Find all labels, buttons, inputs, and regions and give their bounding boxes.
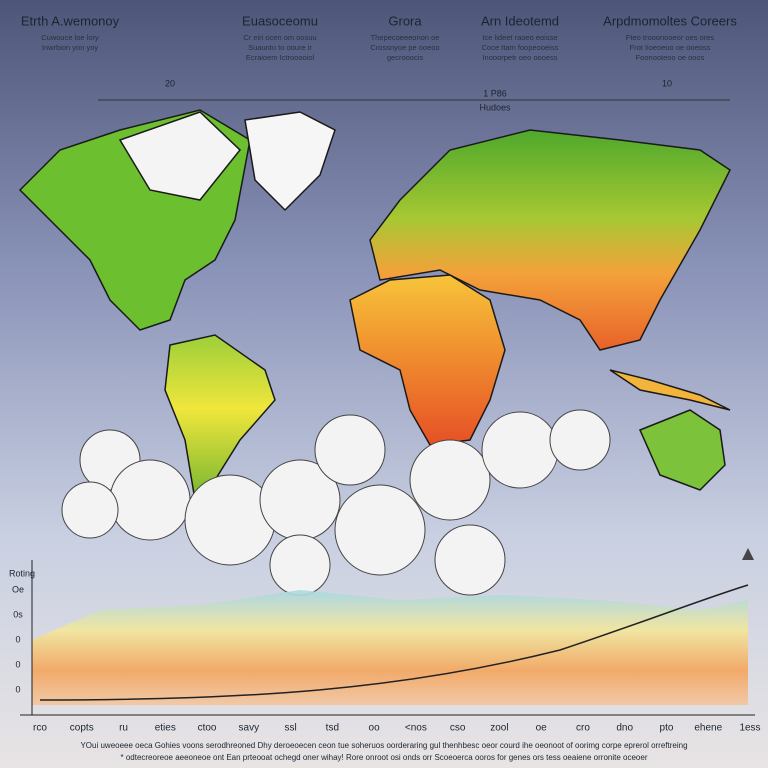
header-title: Etrth A.wemonoy — [21, 13, 120, 28]
x-label: cso — [450, 723, 466, 734]
marker-label: 20 — [165, 78, 175, 88]
header-title: Arn Ideotemd — [481, 13, 559, 28]
x-label: zool — [490, 723, 508, 734]
y-label: 0s — [13, 609, 23, 619]
header-title: Arpdmomoltes Coreers — [603, 13, 737, 28]
y-label: 0 — [15, 634, 20, 644]
map — [18, 109, 731, 523]
header-line: Suaunto to ooure ir — [248, 43, 312, 52]
header-line: Inwrbion yon yoy — [42, 43, 99, 52]
marker-label: Hudoes — [479, 102, 511, 112]
arctic-ice — [118, 111, 242, 201]
eurasia — [369, 129, 731, 351]
header-line: gecrooocis — [387, 53, 424, 62]
x-label: oo — [369, 723, 381, 734]
header-line: Cr eiri ocen om oosuu — [243, 33, 316, 42]
x-label: eties — [155, 723, 176, 734]
y-label: 0 — [15, 659, 20, 669]
header-line: Inooorpetr oeo oooess — [482, 53, 557, 62]
header-line: Ecraioem Ictrooooiol — [246, 53, 315, 62]
header-title: Euasoceomu — [242, 13, 318, 28]
x-label: oe — [536, 723, 548, 734]
x-label: ssl — [284, 723, 296, 734]
arrow — [742, 548, 754, 560]
x-label: pto — [660, 723, 674, 734]
y-title: Roting — [9, 568, 35, 578]
y-label: 0 — [15, 684, 20, 694]
x-label: tsd — [326, 723, 339, 734]
x-label: <nos — [405, 723, 427, 734]
islands — [609, 369, 731, 411]
marker-label: 10 — [662, 78, 672, 88]
australia — [638, 409, 726, 491]
x-label: copts — [70, 723, 94, 734]
x-label: ctoo — [198, 723, 217, 734]
header-title: Grora — [388, 13, 422, 28]
header-line: Crossnyoe pe ooeoo — [370, 43, 439, 52]
x-label: ru — [119, 723, 128, 734]
header-line: Coce ttam foopeooeiss — [482, 43, 559, 52]
x-label: cro — [576, 723, 590, 734]
header-line: Foonooteoo oe ooos — [636, 53, 705, 62]
caption: YOui uweoeee oeca Gohies voons serodhreo… — [80, 741, 687, 750]
x-label: dno — [616, 723, 633, 734]
x-label: rco — [33, 723, 47, 734]
africa — [349, 274, 506, 446]
bottom-chart — [20, 548, 755, 716]
header-line: Cuwouce loe lory — [41, 33, 99, 42]
caption: * odtecreoreoe aeeoneoe ont Ean prteooat… — [120, 753, 647, 762]
header-line: Frot Iioeoeoo oe ooeoss — [630, 43, 711, 52]
clouds — [61, 409, 611, 596]
greenland — [244, 111, 336, 212]
marker-label: 1 P86 — [483, 88, 507, 98]
trend-line — [39, 584, 749, 701]
temperature-band — [32, 590, 748, 705]
header-line: Ice lideet raoeo eoisse — [482, 33, 557, 42]
x-label: savy — [239, 723, 260, 734]
header-line: Fteo trooonooeor oes ores — [626, 33, 715, 42]
x-label: ehene — [694, 723, 722, 734]
header-line: Thepecoeeeonon oe — [371, 33, 440, 42]
x-label: 1ess — [739, 723, 760, 734]
y-label: Oe — [12, 584, 24, 594]
